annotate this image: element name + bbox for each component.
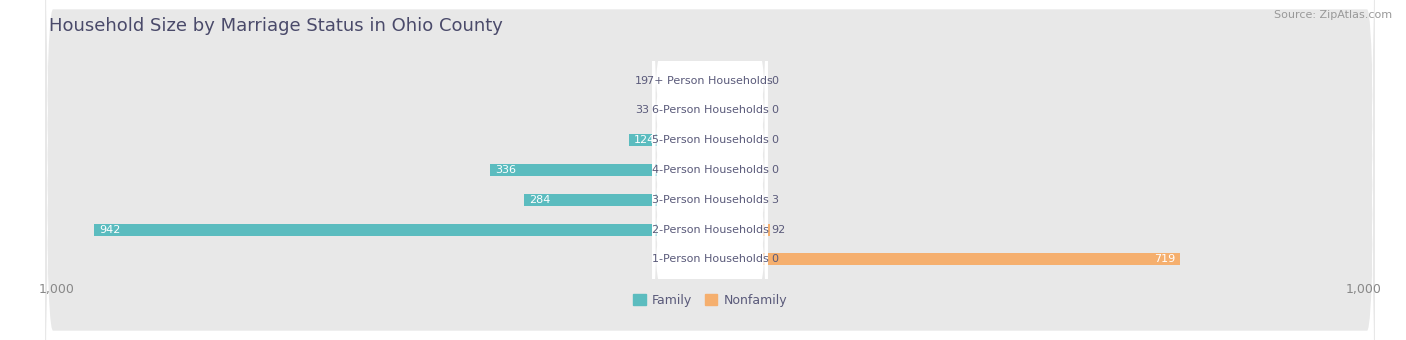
Text: 0: 0: [770, 105, 778, 115]
FancyBboxPatch shape: [45, 0, 1375, 340]
FancyBboxPatch shape: [652, 0, 768, 340]
Bar: [710, 224, 770, 236]
FancyBboxPatch shape: [652, 0, 768, 340]
Text: 0: 0: [770, 254, 778, 265]
Text: 7+ Person Households: 7+ Person Households: [647, 75, 773, 86]
Text: 92: 92: [770, 225, 786, 235]
FancyBboxPatch shape: [45, 0, 1375, 340]
Text: 5-Person Households: 5-Person Households: [651, 135, 769, 145]
Bar: [94, 224, 710, 236]
Text: 19: 19: [634, 75, 650, 86]
Text: 3: 3: [770, 195, 778, 205]
FancyBboxPatch shape: [652, 0, 768, 340]
Bar: [628, 134, 710, 146]
Text: 942: 942: [100, 225, 121, 235]
Text: Source: ZipAtlas.com: Source: ZipAtlas.com: [1274, 10, 1392, 20]
Text: 6-Person Households: 6-Person Households: [651, 105, 769, 115]
Text: 124: 124: [634, 135, 655, 145]
Text: 1-Person Households: 1-Person Households: [651, 254, 769, 265]
FancyBboxPatch shape: [652, 0, 768, 340]
FancyBboxPatch shape: [45, 0, 1375, 340]
Bar: [491, 164, 710, 176]
Text: 0: 0: [770, 165, 778, 175]
Bar: [710, 194, 711, 206]
Text: 284: 284: [530, 195, 551, 205]
Text: Household Size by Marriage Status in Ohio County: Household Size by Marriage Status in Ohi…: [49, 17, 503, 35]
Text: 0: 0: [770, 135, 778, 145]
Bar: [524, 194, 710, 206]
Bar: [710, 253, 1180, 266]
Text: 3-Person Households: 3-Person Households: [651, 195, 769, 205]
FancyBboxPatch shape: [652, 0, 768, 340]
Text: 719: 719: [1154, 254, 1175, 265]
FancyBboxPatch shape: [45, 0, 1375, 340]
Text: 0: 0: [770, 75, 778, 86]
FancyBboxPatch shape: [652, 0, 768, 340]
Text: 33: 33: [636, 105, 650, 115]
FancyBboxPatch shape: [45, 0, 1375, 340]
Text: 2-Person Households: 2-Person Households: [651, 225, 769, 235]
Text: 4-Person Households: 4-Person Households: [651, 165, 769, 175]
FancyBboxPatch shape: [45, 0, 1375, 340]
Text: 336: 336: [495, 165, 516, 175]
Bar: [697, 74, 710, 87]
FancyBboxPatch shape: [45, 0, 1375, 340]
FancyBboxPatch shape: [652, 0, 768, 340]
Bar: [689, 104, 710, 116]
Legend: Family, Nonfamily: Family, Nonfamily: [628, 289, 792, 312]
